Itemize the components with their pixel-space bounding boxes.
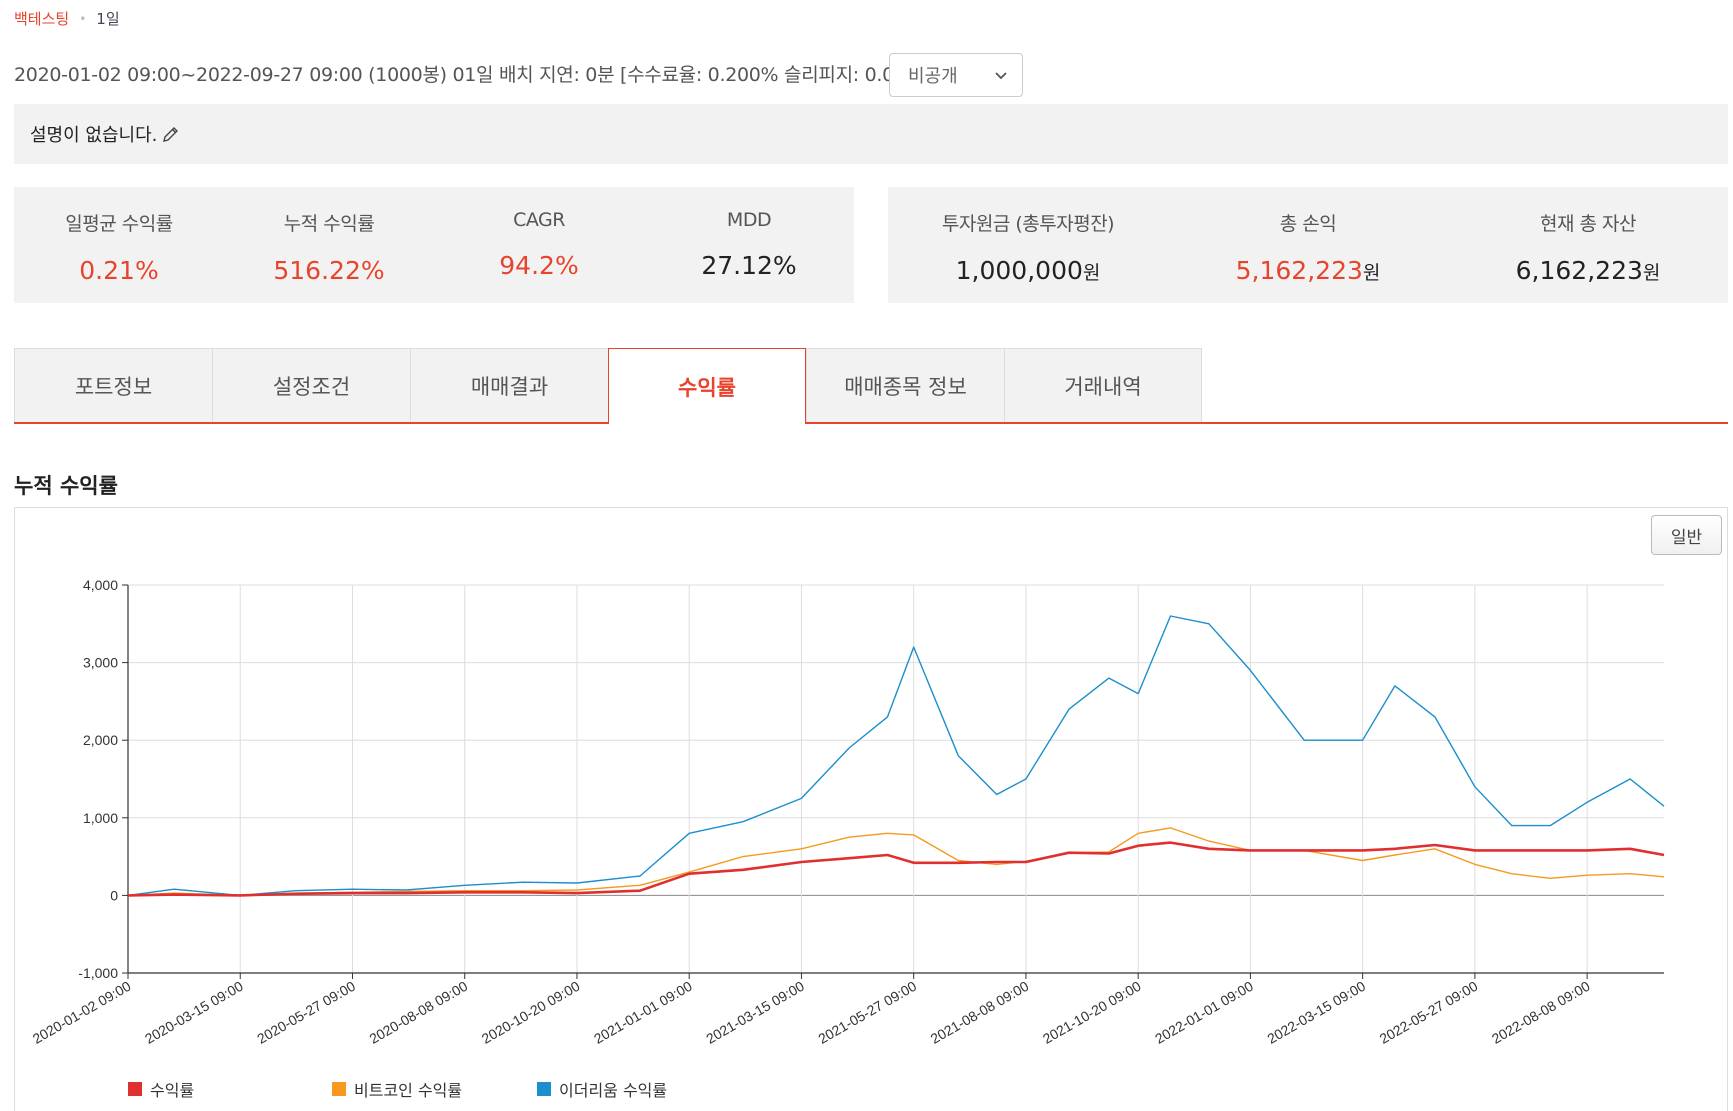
stat-label: 현재 총 자산 bbox=[1540, 213, 1636, 235]
chevron-down-icon bbox=[995, 72, 1007, 80]
x-tick-label: 2022-08-08 09:00 bbox=[1489, 978, 1593, 1047]
y-tick-label: 2,000 bbox=[83, 732, 118, 748]
tab-1[interactable]: 설정조건 bbox=[212, 348, 410, 424]
stat-assets-2: 현재 총 자산 6,162,223원 bbox=[1448, 187, 1728, 303]
pencil-icon[interactable] bbox=[161, 124, 181, 144]
chart-mode-button[interactable]: 일반 bbox=[1651, 515, 1722, 555]
x-tick-label: 2020-03-15 09:00 bbox=[142, 978, 246, 1047]
x-tick-label: 2021-01-01 09:00 bbox=[591, 978, 695, 1047]
stat-assets-1: 총 손익 5,162,223원 bbox=[1168, 187, 1448, 303]
series-line-0 bbox=[127, 841, 1665, 897]
stat-returns-2: CAGR 94.2% bbox=[434, 187, 644, 303]
stat-value: 94.2% bbox=[499, 251, 579, 280]
legend-swatch bbox=[537, 1082, 551, 1096]
x-tick-label: 2022-01-01 09:00 bbox=[1152, 978, 1256, 1047]
stat-unit: 원 bbox=[1362, 262, 1381, 284]
stat-value: 27.12% bbox=[701, 251, 797, 280]
stat-unit: 원 bbox=[1082, 262, 1101, 284]
legend-label: 이더리움 수익률 bbox=[559, 1081, 668, 1100]
legend-label: 수익률 bbox=[150, 1081, 195, 1100]
x-tick-label: 2020-10-20 09:00 bbox=[479, 978, 583, 1047]
tab-2[interactable]: 매매결과 bbox=[410, 348, 608, 424]
x-tick-label: 2020-05-27 09:00 bbox=[254, 978, 358, 1047]
x-tick-label: 2021-03-15 09:00 bbox=[703, 978, 807, 1047]
legend-item-1[interactable]: 비트코인 수익률 bbox=[332, 1077, 462, 1101]
section-title: 누적 수익률 bbox=[14, 474, 118, 498]
stat-value: 1,000,000원 bbox=[955, 256, 1101, 285]
y-tick-label: 4,000 bbox=[83, 577, 118, 593]
x-tick-label: 2022-03-15 09:00 bbox=[1264, 978, 1368, 1047]
y-tick-label: 1,000 bbox=[83, 810, 118, 826]
breadcrumb-timeframe: 1일 bbox=[96, 10, 120, 28]
visibility-select-value: 비공개 bbox=[908, 66, 958, 87]
x-tick-label: 2022-05-27 09:00 bbox=[1377, 978, 1481, 1047]
chart-container bbox=[14, 507, 1728, 1111]
stat-assets-0: 투자원금 (총투자평잔) 1,000,000원 bbox=[888, 187, 1168, 303]
tab-0[interactable]: 포트정보 bbox=[14, 348, 212, 424]
series-line-1 bbox=[127, 827, 1665, 897]
stat-value: 0.21% bbox=[79, 256, 159, 285]
legend-swatch bbox=[332, 1082, 346, 1096]
tab-underline-left bbox=[14, 422, 608, 424]
backtest-meta-text: 2020-01-02 09:00~2022-09-27 09:00 (1000봉… bbox=[14, 64, 943, 86]
x-tick-label: 2021-10-20 09:00 bbox=[1040, 978, 1144, 1047]
stat-value: 5,162,223원 bbox=[1235, 256, 1381, 285]
series-line-2 bbox=[127, 615, 1665, 897]
stat-label: 일평균 수익률 bbox=[65, 213, 173, 235]
breadcrumb-separator: • bbox=[79, 11, 87, 26]
stat-label: 투자원금 (총투자평잔) bbox=[941, 213, 1115, 235]
tab-4[interactable]: 매매종목 정보 bbox=[806, 348, 1004, 424]
x-tick-label: 2021-08-08 09:00 bbox=[928, 978, 1032, 1047]
stat-returns-1: 누적 수익률 516.22% bbox=[224, 187, 434, 303]
tab-5[interactable]: 거래내역 bbox=[1004, 348, 1202, 424]
tab-bar: 포트정보 설정조건 매매결과 수익률 매매종목 정보 거래내역 bbox=[14, 348, 1202, 424]
y-tick-label: 3,000 bbox=[83, 655, 118, 671]
stat-label: MDD bbox=[726, 209, 772, 231]
description-panel: 설명이 없습니다. bbox=[14, 104, 1728, 164]
breadcrumb-link-backtest[interactable]: 백테스팅 bbox=[14, 10, 70, 28]
y-tick-label: -1,000 bbox=[78, 965, 118, 981]
legend-item-0[interactable]: 수익률 bbox=[128, 1077, 194, 1101]
stat-returns-3: MDD 27.12% bbox=[644, 187, 854, 303]
tab-underline-right bbox=[806, 422, 1728, 424]
stat-label: 누적 수익률 bbox=[283, 213, 375, 235]
stat-label: 총 손익 bbox=[1279, 213, 1337, 235]
tab-3[interactable]: 수익률 bbox=[608, 348, 806, 424]
x-tick-label: 2021-05-27 09:00 bbox=[815, 978, 919, 1047]
x-tick-label: 2020-01-02 09:00 bbox=[30, 978, 134, 1047]
stat-label: CAGR bbox=[513, 209, 565, 231]
legend-swatch bbox=[128, 1082, 142, 1096]
stat-value: 6,162,223원 bbox=[1515, 256, 1661, 285]
visibility-select[interactable]: 비공개 bbox=[889, 53, 1023, 97]
stats-panel-returns: 일평균 수익률 0.21% 누적 수익률 516.22% CAGR 94.2% MDD 27.… bbox=[14, 187, 854, 303]
legend-item-2[interactable]: 이더리움 수익률 bbox=[537, 1077, 667, 1101]
stats-panel-assets: 투자원금 (총투자평잔) 1,000,000원 총 손익 5,162,223원 현재 총… bbox=[888, 187, 1728, 303]
y-tick-label: 0 bbox=[110, 887, 118, 903]
stat-returns-0: 일평균 수익률 0.21% bbox=[14, 187, 224, 303]
breadcrumb: 백테스팅 • 1일 bbox=[14, 8, 120, 29]
x-tick-label: 2020-08-08 09:00 bbox=[366, 978, 470, 1047]
description-text: 설명이 없습니다. bbox=[30, 125, 158, 146]
stat-value: 516.22% bbox=[273, 256, 385, 285]
stat-unit: 원 bbox=[1642, 262, 1661, 284]
legend-label: 비트코인 수익률 bbox=[354, 1081, 463, 1100]
